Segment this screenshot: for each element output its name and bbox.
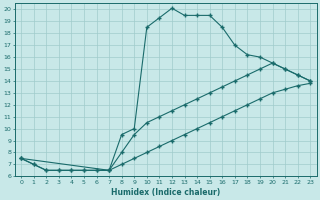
X-axis label: Humidex (Indice chaleur): Humidex (Indice chaleur): [111, 188, 220, 197]
